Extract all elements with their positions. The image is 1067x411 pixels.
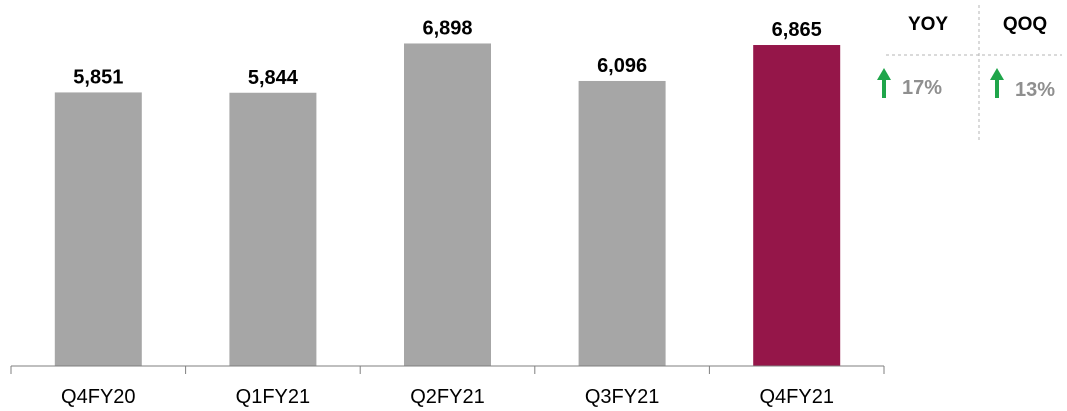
bar-q4fy21 [753,45,841,367]
x-tick-label-q2fy21: Q2FY21 [410,386,484,408]
yoy-header: YOY [908,14,948,35]
yoy-up-arrow-icon [877,68,891,98]
bar-q4fy20 [54,92,142,367]
x-tick-label-q3fy21: Q3FY21 [585,386,659,408]
x-tick-label-q4fy20: Q4FY20 [61,386,135,408]
x-tick-label-q4fy21: Q4FY21 [759,386,833,408]
data-label-q4fy20: 5,851 [73,66,123,88]
bar-q1fy21 [229,92,317,367]
growth-table: YOY QOQ 17% 13% [877,5,1062,140]
x-tick-label-q1fy21: Q1FY21 [236,386,310,408]
qoq-header: QOQ [1003,14,1047,35]
data-label-q1fy21: 5,844 [248,67,299,89]
qoq-value: 13% [1015,79,1055,101]
data-label-q2fy21: 6,898 [422,17,472,39]
data-label-q3fy21: 6,096 [597,55,647,77]
data-label-q4fy21: 6,865 [772,19,822,41]
x-axis: Q4FY20 Q1FY21 Q2FY21 Q3FY21 Q4FY21 [10,365,885,408]
qoq-up-arrow-icon [990,68,1004,98]
yoy-value: 17% [902,77,942,99]
bars-layer: 5,851 5,844 6,898 6,096 6,865 [54,17,841,367]
bar-q3fy21 [578,80,666,366]
bar-q2fy21 [404,43,491,366]
